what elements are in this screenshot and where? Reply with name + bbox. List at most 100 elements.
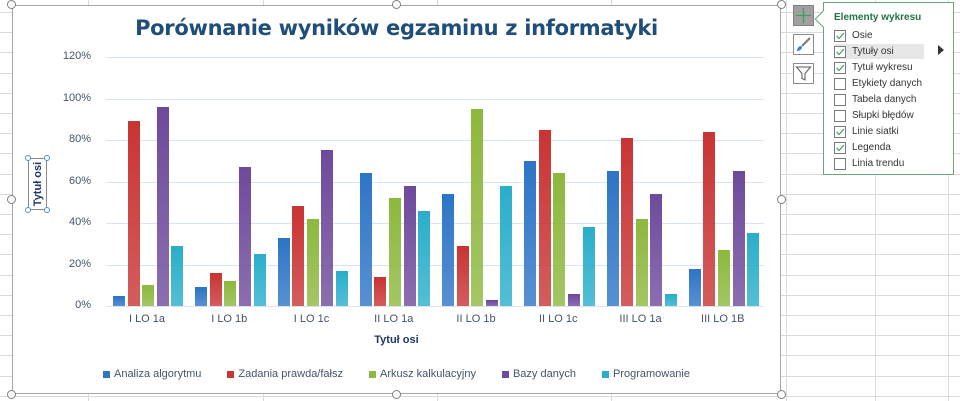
chart-resize-handle[interactable] <box>777 390 786 399</box>
option-osie[interactable]: Osie <box>834 28 873 43</box>
option-tytuły-osi[interactable]: Tytuły osi <box>834 44 924 59</box>
checkbox[interactable] <box>834 157 846 170</box>
resize-handle[interactable] <box>25 207 31 213</box>
chart-area[interactable]: Porównanie wyników egzaminu z informatyk… <box>7 0 786 399</box>
option-tytuł-wykresu[interactable]: Tytuł wykresu <box>834 60 913 75</box>
check-icon <box>836 64 845 71</box>
bar-analiza-algorytmu[interactable] <box>277 237 290 306</box>
bar-arkusz-kalkulacyjny[interactable] <box>471 108 484 306</box>
bar-bazy-danych[interactable] <box>650 193 663 306</box>
option-tabela-danych[interactable]: Tabela danych <box>834 92 917 107</box>
gridline <box>106 57 764 58</box>
bar-analiza-algorytmu[interactable] <box>442 193 454 306</box>
bar-analiza-algorytmu[interactable] <box>606 171 619 306</box>
chart-resize-handle[interactable] <box>777 195 786 204</box>
bar-zadania-prawda-fa-sz[interactable] <box>292 206 305 306</box>
bar-zadania-prawda-fa-sz[interactable] <box>127 121 140 306</box>
bar-programowanie[interactable] <box>418 210 431 306</box>
resize-handle[interactable] <box>44 155 50 161</box>
chart-elements-panel: Elementy wykresu Osie Tytuły osi Tytuł wyk… <box>814 2 954 175</box>
bar-programowanie[interactable] <box>664 293 677 306</box>
bar-programowanie[interactable] <box>335 270 348 306</box>
resize-handle[interactable] <box>44 207 50 213</box>
y-tick-label: 20% <box>68 257 91 270</box>
option-linia-trendu[interactable]: Linia trendu <box>834 156 904 171</box>
x-tick-label: II LO 1b <box>456 313 496 325</box>
bar-programowanie[interactable] <box>582 227 595 306</box>
option-legenda[interactable]: Legenda <box>834 140 891 155</box>
gridline <box>106 306 764 307</box>
chart-elements-button[interactable] <box>793 5 814 26</box>
bar-bazy-danych[interactable] <box>239 166 252 306</box>
bar-zadania-prawda-fa-sz[interactable] <box>374 276 387 306</box>
bar-bazy-danych[interactable] <box>485 299 498 306</box>
legend-item[interactable]: Arkusz kalkulacyjny <box>368 368 476 380</box>
bar-programowanie[interactable] <box>747 233 760 306</box>
chart-resize-handle[interactable] <box>7 0 16 9</box>
bar-zadania-prawda-fa-sz[interactable] <box>209 272 222 306</box>
plus-icon <box>796 8 811 23</box>
x-axis-title[interactable]: Tytuł osi <box>374 334 419 346</box>
bar-arkusz-kalkulacyjny[interactable] <box>717 249 730 306</box>
legend-item[interactable]: Programowanie <box>601 368 690 380</box>
checkbox[interactable] <box>834 77 846 90</box>
option-etykiety-danych[interactable]: Etykiety danych <box>834 76 922 91</box>
option-słupki-błędów[interactable]: Słupki błędów <box>834 108 914 123</box>
legend-item[interactable]: Bazy danych <box>501 368 576 380</box>
chart-resize-handle[interactable] <box>7 195 16 204</box>
bar-arkusz-kalkulacyjny[interactable] <box>142 285 155 306</box>
chart-resize-handle[interactable] <box>777 0 786 9</box>
y-axis-title-selected[interactable]: Tytuł osi <box>25 155 50 213</box>
bar-arkusz-kalkulacyjny[interactable] <box>224 281 237 306</box>
checkbox[interactable] <box>834 141 846 154</box>
bar-analiza-algorytmu[interactable] <box>524 160 537 306</box>
bar-zadania-prawda-fa-sz[interactable] <box>703 131 716 306</box>
chart-resize-handle[interactable] <box>392 390 401 399</box>
bar-zadania-prawda-fa-sz[interactable] <box>538 129 551 306</box>
checkbox[interactable] <box>834 125 846 138</box>
submenu-arrow-icon[interactable] <box>938 45 944 55</box>
bar-bazy-danych[interactable] <box>156 106 169 306</box>
checkbox[interactable] <box>834 45 846 58</box>
legend-swatch <box>601 370 609 378</box>
chart-resize-handle[interactable] <box>7 390 16 399</box>
checkbox[interactable] <box>834 29 846 42</box>
bar-bazy-danych[interactable] <box>403 185 416 306</box>
bar-analiza-algorytmu[interactable] <box>688 268 701 306</box>
bar-analiza-algorytmu[interactable] <box>113 295 125 306</box>
option-label: Tytuły osi <box>852 46 894 57</box>
option-linie-siatki[interactable]: Linie siatki <box>834 124 899 139</box>
bar-analiza-algorytmu[interactable] <box>359 173 372 306</box>
bar-arkusz-kalkulacyjny[interactable] <box>635 218 648 306</box>
bar-arkusz-kalkulacyjny[interactable] <box>553 173 566 306</box>
resize-handle[interactable] <box>25 155 31 161</box>
legend-item[interactable]: Analiza algorytmu <box>102 368 202 380</box>
legend-item[interactable]: Zadania prawda/fałsz <box>227 368 343 380</box>
legend-label: Analiza algorytmu <box>113 368 202 380</box>
bar-programowanie[interactable] <box>253 254 266 306</box>
bar-programowanie[interactable] <box>500 185 513 306</box>
bar-zadania-prawda-fa-sz[interactable] <box>456 245 469 306</box>
x-tick-label: I LO 1c <box>293 313 330 325</box>
chart-resize-handle[interactable] <box>392 0 401 9</box>
chart-styles-button[interactable] <box>793 34 814 55</box>
bar-zadania-prawda-fa-sz[interactable] <box>621 137 634 306</box>
plot-area[interactable]: 0% 20% 40% 60% 80% 100% 120% I LO 1a I LO 1b I LO… <box>63 50 764 325</box>
y-axis-title[interactable]: Tytuł osi <box>31 161 44 207</box>
checkbox[interactable] <box>834 61 846 74</box>
bar-bazy-danych[interactable] <box>732 171 745 306</box>
checkbox[interactable] <box>834 109 846 122</box>
option-label: Tabela danych <box>852 94 917 105</box>
bar-arkusz-kalkulacyjny[interactable] <box>388 198 401 306</box>
brush-icon <box>797 37 811 51</box>
checkbox[interactable] <box>834 93 846 106</box>
bar-analiza-algorytmu[interactable] <box>195 287 208 306</box>
bar-bazy-danych[interactable] <box>568 293 581 306</box>
chart-filters-button[interactable] <box>793 63 814 84</box>
bar-programowanie[interactable] <box>171 245 184 306</box>
legend[interactable]: Analiza algorytmu Zadania prawda/fałsz Ark… <box>13 368 780 380</box>
chart-title[interactable]: Porównanie wyników egzaminu z informatyk… <box>135 16 658 40</box>
option-label: Osie <box>852 30 873 41</box>
bar-bazy-danych[interactable] <box>321 150 334 306</box>
bar-arkusz-kalkulacyjny[interactable] <box>306 218 319 306</box>
